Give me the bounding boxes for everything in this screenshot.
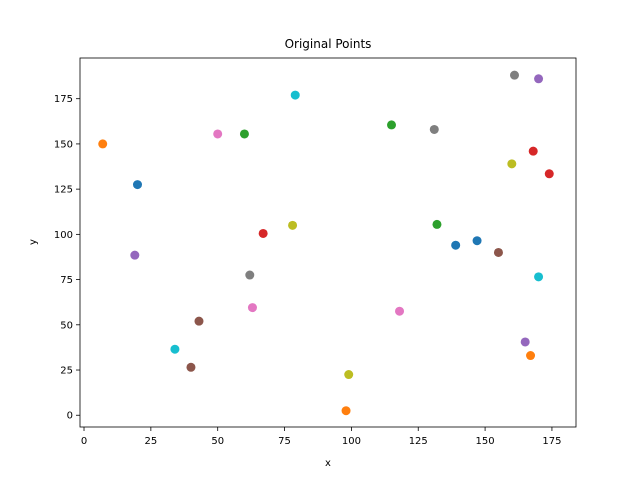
data-point-5 (526, 351, 536, 361)
x-tick-label: 25 (144, 436, 157, 447)
data-point-24 (288, 220, 298, 230)
data-point-29 (534, 272, 544, 282)
y-tick-label: 125 (54, 185, 73, 196)
data-point-18 (213, 129, 223, 139)
data-point-11 (544, 169, 554, 179)
data-point-9 (258, 228, 268, 238)
x-tick-label: 0 (81, 436, 87, 447)
data-point-15 (186, 362, 196, 372)
y-tick-label: 25 (60, 366, 73, 377)
data-point-14 (534, 74, 544, 84)
data-point-7 (387, 120, 397, 130)
data-point-19 (247, 303, 257, 313)
data-point-26 (507, 159, 517, 169)
y-tick-label: 175 (54, 94, 73, 105)
points-layer (98, 70, 554, 416)
y-tick-label: 100 (54, 230, 73, 241)
x-tick-label: 125 (409, 436, 428, 447)
y-axis-label: y (28, 239, 39, 245)
y-axis-ticks: 0 25 50 75 100 125 150 175 (54, 94, 80, 422)
data-point-10 (528, 146, 538, 156)
x-tick-label: 50 (211, 436, 224, 447)
data-point-17 (493, 247, 503, 257)
data-point-28 (290, 90, 300, 100)
y-tick-label: 150 (54, 139, 73, 150)
y-tick-label: 75 (60, 275, 73, 286)
y-tick-label: 0 (67, 411, 73, 422)
data-point-4 (341, 406, 351, 416)
x-tick-label: 100 (342, 436, 361, 447)
data-point-25 (344, 370, 354, 380)
data-point-13 (520, 337, 530, 347)
y-tick-label: 50 (60, 320, 73, 331)
data-point-3 (98, 139, 108, 149)
x-tick-label: 175 (542, 436, 561, 447)
x-axis-label: x (325, 458, 331, 469)
data-point-1 (451, 240, 461, 250)
data-point-0 (132, 180, 142, 190)
data-point-16 (194, 316, 204, 326)
data-point-12 (130, 250, 140, 260)
data-point-27 (170, 344, 180, 354)
data-point-20 (395, 306, 405, 316)
x-tick-label: 150 (476, 436, 495, 447)
chart-title: Original Points (285, 37, 372, 51)
data-point-6 (239, 129, 249, 139)
data-point-8 (432, 219, 442, 229)
x-tick-label: 75 (278, 436, 291, 447)
data-point-22 (429, 124, 439, 134)
x-axis-ticks: 0 25 50 75 100 125 150 175 (81, 427, 561, 447)
plot-frame (79, 57, 577, 428)
data-point-2 (472, 236, 482, 246)
data-point-23 (510, 70, 520, 80)
data-point-21 (245, 270, 255, 280)
